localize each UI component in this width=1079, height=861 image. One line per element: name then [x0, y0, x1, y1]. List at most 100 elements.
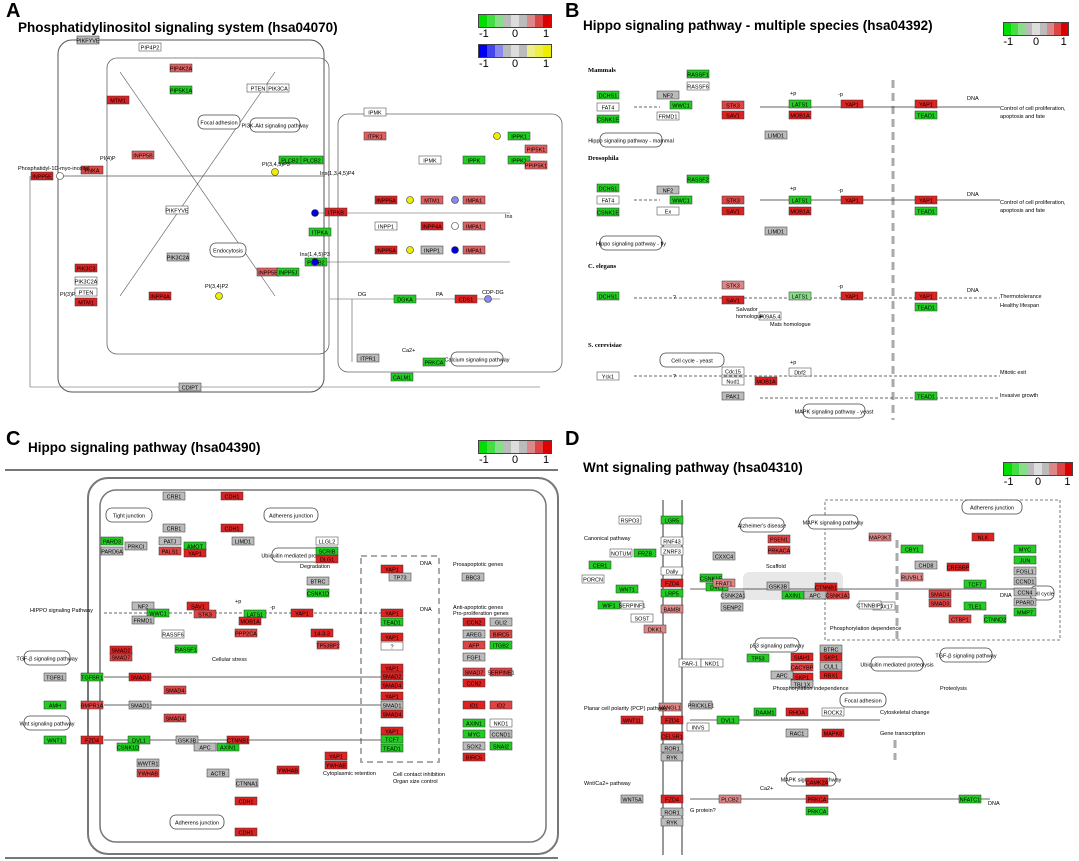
- pathway-map-link[interactable]: Ubiquitin mediated proteolysis: [860, 656, 934, 672]
- gene-node[interactable]: IPMK: [363, 107, 387, 117]
- gene-node[interactable]: INVS: [686, 722, 710, 732]
- gene-node[interactable]: YWHAB: [276, 765, 300, 775]
- gene-node[interactable]: TP53BP2: [316, 640, 340, 650]
- gene-node[interactable]: YAP1: [380, 726, 404, 736]
- gene-node[interactable]: CSNK1E: [596, 207, 619, 217]
- gene-node[interactable]: ITPR1: [356, 353, 380, 363]
- gene-node[interactable]: RYK: [660, 817, 684, 827]
- gene-node[interactable]: WWTR1: [136, 758, 160, 768]
- gene-node[interactable]: YAP1: [380, 663, 404, 673]
- compound-node[interactable]: [271, 168, 279, 176]
- gene-node[interactable]: GLI2: [489, 617, 513, 627]
- gene-node[interactable]: ITGB2: [489, 640, 513, 650]
- gene-node[interactable]: PIKFYVE: [165, 205, 189, 215]
- gene-node[interactable]: TGFBR1: [80, 672, 104, 682]
- gene-node[interactable]: TGFB1: [43, 672, 67, 682]
- gene-node[interactable]: IPMK: [418, 155, 442, 165]
- gene-node[interactable]: AXIN1: [462, 718, 486, 728]
- gene-node[interactable]: CRB1: [162, 523, 186, 533]
- gene-node[interactable]: MOB1A: [788, 206, 812, 216]
- gene-node[interactable]: PARD3: [100, 536, 124, 546]
- gene-node[interactable]: FGF1: [462, 652, 486, 662]
- gene-node[interactable]: BBC3: [461, 572, 485, 582]
- compound-node[interactable]: [406, 196, 414, 204]
- gene-node[interactable]: INPP5A: [374, 195, 398, 205]
- gene-node[interactable]: PRKACA: [768, 545, 791, 555]
- pathway-map-link[interactable]: Calcium signaling pathway: [444, 351, 510, 367]
- gene-node[interactable]: LRP5: [660, 588, 684, 598]
- gene-node[interactable]: DCHS1: [596, 183, 620, 193]
- gene-node[interactable]: PIK3C2A: [75, 276, 98, 286]
- gene-node[interactable]: LATS1: [788, 291, 812, 301]
- gene-node[interactable]: MTM1: [74, 297, 98, 307]
- gene-node[interactable]: PALS1: [158, 546, 182, 556]
- gene-node[interactable]: RHOA: [785, 707, 809, 717]
- gene-node[interactable]: FZD4: [660, 794, 684, 804]
- gene-node[interactable]: YWHAB: [324, 760, 348, 770]
- gene-node[interactable]: TP53: [746, 653, 770, 663]
- gene-node[interactable]: CSNK1E: [596, 114, 619, 124]
- gene-node[interactable]: PIK3CA: [266, 83, 290, 93]
- pathway-map-link[interactable]: MAPK signaling pathway: [803, 514, 864, 530]
- gene-node[interactable]: PATJ: [158, 536, 182, 546]
- gene-node[interactable]: CDH1: [220, 523, 244, 533]
- gene-node[interactable]: PRKCA: [805, 806, 829, 816]
- gene-node[interactable]: SENP2: [720, 602, 744, 612]
- gene-node[interactable]: NF2: [656, 90, 680, 100]
- gene-node[interactable]: CCN2: [462, 678, 486, 688]
- gene-node[interactable]: YAP1: [840, 99, 864, 109]
- gene-node[interactable]: SAV1: [721, 206, 745, 216]
- gene-node[interactable]: FZD4: [660, 715, 684, 725]
- gene-node[interactable]: NF2: [131, 601, 155, 611]
- gene-node[interactable]: YAP1: [840, 195, 864, 205]
- gene-node[interactable]: SIAH1: [790, 652, 814, 662]
- gene-node[interactable]: YWHAB: [136, 768, 160, 778]
- gene-node[interactable]: ROCK2: [821, 707, 845, 717]
- gene-node[interactable]: STK3: [721, 195, 745, 205]
- gene-node[interactable]: FRMD1: [131, 615, 155, 625]
- gene-node[interactable]: TCF7: [380, 734, 404, 744]
- gene-node[interactable]: STK3: [193, 609, 217, 619]
- gene-node[interactable]: LATS1: [788, 99, 812, 109]
- gene-node[interactable]: ID1: [462, 700, 486, 710]
- gene-node[interactable]: TCF7: [963, 579, 987, 589]
- gene-node[interactable]: LIMD1: [764, 226, 788, 236]
- compound-node[interactable]: [484, 295, 492, 303]
- gene-node[interactable]: CTNNA1: [235, 778, 259, 788]
- gene-node[interactable]: WWC1: [669, 195, 693, 205]
- gene-node[interactable]: SMAD3: [128, 672, 152, 682]
- gene-node[interactable]: IPPK1: [507, 155, 531, 165]
- gene-node[interactable]: SAV1: [721, 110, 745, 120]
- gene-node[interactable]: STK3: [721, 100, 745, 110]
- gene-node[interactable]: IPPK1: [507, 131, 531, 141]
- gene-node[interactable]: SMAD2: [109, 645, 133, 655]
- gene-node[interactable]: ZNRF3: [660, 546, 684, 556]
- gene-node[interactable]: CTNNBIP1: [856, 600, 884, 610]
- gene-node[interactable]: PIK3C2A: [167, 252, 190, 262]
- gene-node[interactable]: TEAD1: [914, 302, 938, 312]
- gene-node[interactable]: PORCN: [581, 574, 605, 584]
- compound-node[interactable]: [493, 132, 501, 140]
- gene-node[interactable]: VANGL1: [658, 702, 682, 712]
- gene-node[interactable]: Dally: [660, 566, 684, 576]
- gene-node[interactable]: PAR-1: [678, 658, 702, 668]
- gene-node[interactable]: SMAD4: [380, 709, 404, 719]
- gene-node[interactable]: MTM1: [106, 95, 130, 105]
- gene-node[interactable]: CDH1: [234, 827, 258, 837]
- compound-node[interactable]: [406, 246, 414, 254]
- gene-node[interactable]: Yck1: [596, 371, 620, 381]
- gene-node[interactable]: PIP4K2A: [169, 63, 193, 73]
- gene-node[interactable]: LGR5: [660, 515, 684, 525]
- gene-node[interactable]: INPP5E: [30, 171, 54, 181]
- gene-node[interactable]: CAMK2A: [806, 777, 829, 787]
- gene-node[interactable]: INPP1: [374, 221, 398, 231]
- gene-node[interactable]: CDIPT: [178, 382, 202, 392]
- gene-node[interactable]: ITPK1: [363, 131, 387, 141]
- gene-node[interactable]: WIF1: [597, 600, 621, 610]
- gene-node[interactable]: IPPK: [462, 155, 486, 165]
- gene-node[interactable]: DKK1: [643, 624, 667, 634]
- gene-node[interactable]: Cdc15: [721, 366, 745, 376]
- gene-node[interactable]: PIKFYVE: [76, 35, 100, 45]
- gene-node[interactable]: SMAD7: [462, 667, 486, 677]
- gene-node[interactable]: CRB1: [162, 491, 186, 501]
